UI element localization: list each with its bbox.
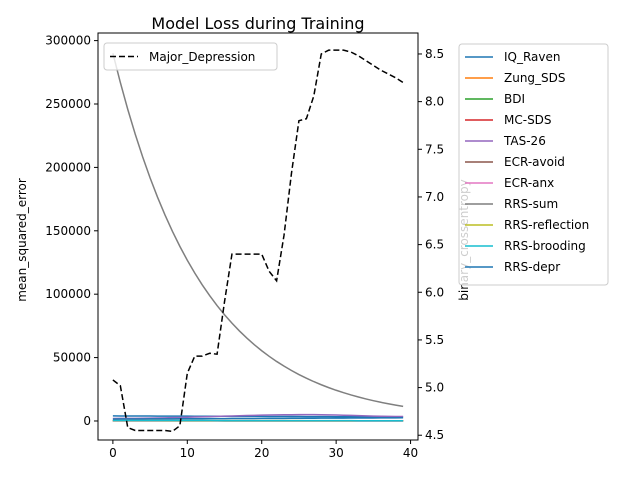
y-axis-left-label: mean_squared_error (15, 178, 29, 302)
legend-label-rrs-reflection: RRS-reflection (504, 218, 589, 232)
plot-frame (97, 32, 419, 441)
y-left-tick-label: 200000 (45, 160, 91, 174)
series-line-iq-raven (112, 415, 404, 418)
x-tick-label: 40 (403, 446, 418, 460)
y-left-tick-label: 300000 (45, 34, 91, 48)
y-right-tick-label: 8.0 (425, 95, 444, 109)
legend-label-rrs-brooding: RRS-brooding (504, 239, 586, 253)
plot-area: 0 10 20 30 40 0 50000 100000 150000 200000 250000 3… (45, 32, 444, 460)
y-right-tick-label: 7.5 (425, 142, 444, 156)
legend-label-ecr-avoid: ECR-avoid (504, 155, 565, 169)
x-tick-label: 20 (254, 446, 269, 460)
series-line-rrs-depr (112, 417, 404, 420)
y-right-tick-label: 5.5 (425, 333, 444, 347)
y-right-tick-label: 6.0 (425, 285, 444, 299)
series-line-rrs-sum (112, 53, 404, 408)
series-line-major-depression (112, 49, 404, 433)
right-legend: IQ_Raven Zung_SDS BDI MC-SDS TAS-26 ECR-avoid… (458, 43, 609, 286)
y-right-tick-label: 6.5 (425, 238, 444, 252)
x-tick-label: 30 (328, 446, 343, 460)
legend-box (103, 42, 278, 71)
x-tick-label: 10 (180, 446, 195, 460)
legend-label-zung-sds: Zung_SDS (504, 71, 566, 85)
legend-label-tas-26: TAS-26 (503, 134, 546, 148)
left-legend: Major_Depression (103, 42, 278, 71)
y-right-tick-label: 4.5 (425, 428, 444, 442)
legend-label-ecr-anx: ECR-anx (504, 176, 554, 190)
y-left-tick-label: 100000 (45, 287, 91, 301)
y-right-tick-label: 8.5 (425, 47, 444, 61)
series-line-tas-26 (112, 413, 404, 420)
legend-label-mc-sds: MC-SDS (504, 113, 552, 127)
y-left-tick-label: 250000 (45, 97, 91, 111)
y-right-tick-label: 7.0 (425, 190, 444, 204)
legend-label-bdi: BDI (504, 92, 525, 106)
legend-label-rrs-sum: RRS-sum (504, 197, 558, 211)
y-left-tick-label: 50000 (53, 351, 91, 365)
chart-title: Model Loss during Training (151, 14, 364, 33)
legend-label-rrs-depr: RRS-depr (504, 260, 560, 274)
y-left-tick-label: 0 (83, 414, 91, 428)
legend-label-major-depression: Major_Depression (149, 50, 255, 64)
legend-box-outside (458, 43, 609, 286)
y-left-tick-label: 150000 (45, 224, 91, 238)
x-tick-label: 0 (109, 446, 117, 460)
y-right-tick-label: 5.0 (425, 381, 444, 395)
legend-label-iq-raven: IQ_Raven (504, 50, 561, 64)
